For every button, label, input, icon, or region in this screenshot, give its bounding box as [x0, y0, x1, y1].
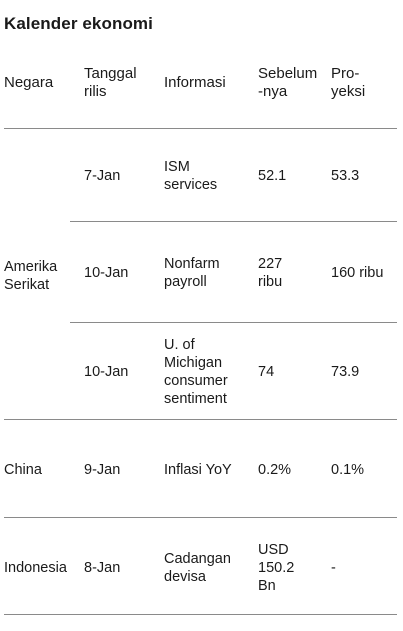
- country-cell: Indonesia: [4, 560, 67, 576]
- release-date-cell: 10-Jan: [84, 364, 129, 380]
- country-cell: China: [4, 462, 42, 478]
- row-divider: [70, 322, 397, 323]
- forecast-cell: 73.9: [331, 364, 360, 380]
- column-header-proyeksi: Pro- yeksi: [331, 65, 366, 100]
- previous-value-cell: 0.2%: [258, 462, 292, 478]
- release-date-cell: 10-Jan: [84, 265, 129, 281]
- release-date-cell: 9-Jan: [84, 462, 121, 478]
- indicator-cell: Inflasi YoY: [164, 462, 232, 478]
- header-divider: [4, 128, 397, 129]
- country-cell: Amerika Serikat: [4, 259, 58, 293]
- column-header-tanggal: Tanggal rilis: [84, 65, 137, 100]
- release-date-cell: 8-Jan: [84, 560, 121, 576]
- forecast-cell: 53.3: [331, 168, 360, 184]
- previous-value-cell: 227 ribu: [258, 256, 283, 290]
- release-date-cell: 7-Jan: [84, 168, 121, 184]
- row-divider: [70, 221, 397, 222]
- group-divider: [4, 517, 397, 518]
- previous-value-cell: USD 150.2 Bn: [258, 542, 295, 594]
- column-header-informasi: Informasi: [164, 74, 226, 91]
- forecast-cell: 0.1%: [331, 462, 365, 478]
- indicator-cell: ISM services: [164, 159, 218, 193]
- previous-value-cell: 52.1: [258, 168, 287, 184]
- previous-value-cell: 74: [258, 364, 275, 380]
- column-header-negara: Negara: [4, 74, 54, 91]
- column-header-sebelumnya: Sebelum -nya: [258, 65, 318, 100]
- indicator-cell: Nonfarm payroll: [164, 256, 220, 290]
- forecast-cell: 160 ribu: [331, 265, 384, 281]
- table-bottom-divider: [4, 614, 397, 615]
- group-divider: [4, 419, 397, 420]
- indicator-cell: Cadangan devisa: [164, 551, 231, 585]
- page-title: Kalender ekonomi: [4, 14, 153, 33]
- forecast-cell: -: [331, 560, 336, 576]
- indicator-cell: U. of Michigan consumer sentiment: [164, 337, 228, 407]
